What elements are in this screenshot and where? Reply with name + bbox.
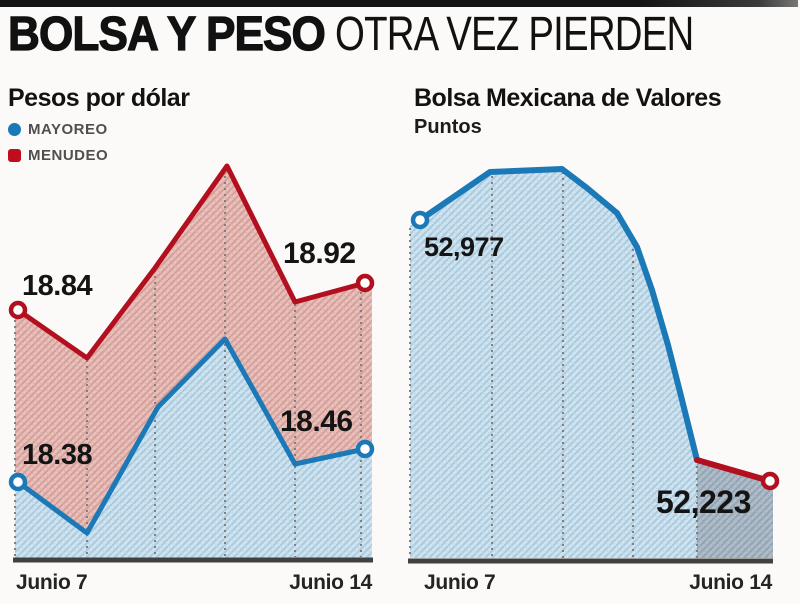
mayoreo-legend-label: MAYOREO	[28, 120, 108, 138]
bmv-start-value: 52,977	[424, 232, 504, 262]
peso-axis-junio7: Junio 7	[16, 571, 88, 594]
bmv-end-value: 52,223	[656, 484, 751, 520]
bmv-chart-subtitle: Puntos	[414, 116, 482, 138]
legend-item-menudeo: MENUDEO	[8, 142, 108, 168]
bmv-axis-junio7: Junio 7	[424, 571, 496, 594]
peso-chart-title: Pesos por dólar	[8, 84, 190, 112]
page-title: BOLSA Y PESO OTRA VEZ PIERDEN	[7, 8, 783, 61]
mayoreo-marker-icon	[8, 122, 21, 136]
bmv-chart-plot	[408, 166, 780, 564]
legend-item-mayoreo: MAYOREO	[8, 116, 108, 142]
peso-chart-legend: MAYOREO MENUDEO	[8, 116, 108, 168]
page-title-bold: BOLSA Y PESO	[7, 8, 326, 61]
page-title-light: OTRA VEZ PIERDEN	[334, 8, 694, 61]
menudeo-legend-label: MENUDEO	[28, 146, 109, 164]
peso-chart-plot	[8, 163, 375, 563]
bmv-axis-junio14: Junio 14	[689, 571, 772, 594]
peso-axis-junio14: Junio 14	[289, 571, 372, 594]
mayoreo-start-value: 18.38	[22, 439, 93, 471]
mayoreo-end-value: 18.46	[280, 405, 353, 438]
menudeo-marker-icon	[8, 148, 21, 162]
menudeo-start-value: 18.84	[22, 270, 93, 302]
menudeo-end-value: 18.92	[283, 237, 356, 270]
top-rule	[0, 0, 798, 7]
bmv-chart-title: Bolsa Mexicana de Valores	[414, 84, 722, 112]
